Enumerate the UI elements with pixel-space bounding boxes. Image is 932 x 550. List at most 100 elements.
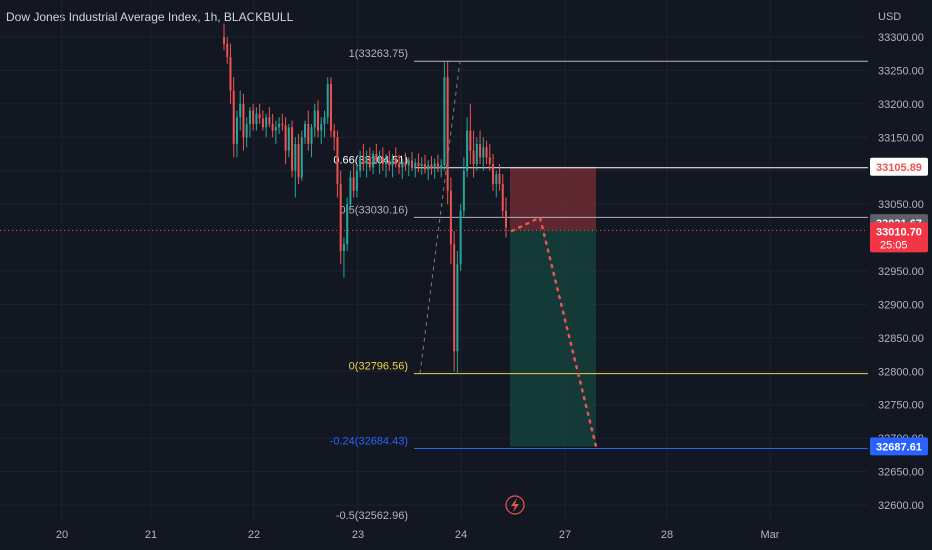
- lightning-bolt: [511, 498, 519, 512]
- fib-label-neg: -0.24(32684.43): [330, 436, 408, 448]
- candle-body: [401, 162, 404, 168]
- candle-body: [436, 163, 439, 169]
- x-tick-label: 22: [248, 529, 260, 541]
- candle-body: [329, 83, 332, 131]
- candle-body: [411, 160, 413, 169]
- candle-body: [456, 264, 459, 352]
- candle-body: [239, 103, 242, 118]
- candle-body: [336, 137, 339, 185]
- candle-body: [485, 147, 488, 158]
- candle-body: [388, 160, 391, 166]
- candle-body: [368, 157, 371, 168]
- x-tick-label: Mar: [761, 529, 780, 541]
- candle-body: [359, 157, 362, 171]
- y-axis: USD33300.0033250.0033200.0033150.0033100…: [878, 11, 924, 512]
- projection-path: [0, 61, 868, 448]
- candle-body: [349, 177, 352, 205]
- candle-body: [385, 160, 388, 165]
- candle-body: [245, 123, 248, 138]
- candle-body: [453, 244, 456, 352]
- y-tick-label: 32800.00: [878, 366, 924, 378]
- candles: [223, 23, 507, 374]
- candle-body: [495, 174, 498, 185]
- candle-body: [469, 130, 472, 151]
- candle-body: [501, 184, 504, 211]
- candle-body: [284, 125, 287, 151]
- candle-body: [391, 158, 394, 166]
- candle-body: [300, 137, 303, 178]
- price-badge-label: 32687.61: [876, 441, 922, 453]
- candle-body: [462, 170, 465, 211]
- candle-body: [492, 164, 495, 185]
- candle-body: [271, 123, 274, 131]
- y-tick-label: 33200.00: [878, 99, 924, 111]
- candle-body: [320, 123, 323, 131]
- candle-body: [274, 127, 277, 131]
- candle-body: [352, 177, 355, 191]
- grid: [0, 0, 868, 522]
- price-badge-red: [870, 222, 928, 253]
- candle-body: [372, 154, 375, 168]
- candle-body: [404, 162, 407, 166]
- candle-body: [252, 110, 255, 124]
- y-tick-label: 33150.00: [878, 132, 924, 144]
- fib-levels: 1(33263.75)0.66(33104.51)0.5(33030.16)0(…: [330, 48, 868, 522]
- candle-body: [317, 110, 319, 131]
- candle-body: [443, 77, 446, 166]
- candle-body: [235, 117, 238, 144]
- candle-body: [248, 110, 251, 124]
- x-axis: 20 21 22 23 24 27 28 Mar: [56, 529, 780, 541]
- candle-body: [268, 117, 271, 124]
- candle-body: [430, 164, 433, 169]
- candle-body: [394, 158, 397, 165]
- position-zones: [510, 166, 596, 447]
- price-badge-white: [870, 157, 928, 176]
- candle-body: [307, 123, 310, 144]
- candle-body: [326, 83, 329, 118]
- candle-body: [505, 210, 507, 228]
- candle-body: [232, 90, 235, 144]
- x-tick-label: 24: [455, 529, 467, 541]
- candle-body: [333, 130, 336, 138]
- candle-body: [433, 163, 436, 169]
- x-tick-label: 28: [661, 529, 673, 541]
- candle-body: [427, 164, 430, 170]
- candle-body: [475, 143, 478, 165]
- candle-body: [339, 184, 342, 251]
- candle-body: [226, 43, 229, 58]
- currency-label: USD: [878, 11, 901, 23]
- fib-label-top: 1(33263.75): [349, 48, 408, 60]
- candle-body: [362, 157, 365, 165]
- candle-body: [498, 174, 501, 185]
- y-tick-label: 33250.00: [878, 65, 924, 77]
- x-tick-label: 23: [352, 529, 364, 541]
- y-tick-label: 32600.00: [878, 500, 924, 512]
- candle-body: [261, 118, 264, 128]
- y-tick-label: 32650.00: [878, 467, 924, 479]
- fib-label-l05: 0.5(33030.16): [340, 204, 409, 216]
- stop-loss-zone: [510, 166, 596, 231]
- projection-dotted: [510, 215, 598, 448]
- candle-body: [407, 160, 410, 166]
- candle-body: [417, 162, 420, 167]
- candle-body: [449, 190, 452, 245]
- candle-body: [310, 127, 313, 144]
- candle-body: [472, 150, 475, 165]
- candle-body: [278, 123, 281, 128]
- y-tick-label: 33050.00: [878, 199, 924, 211]
- candle-body: [291, 127, 294, 171]
- candle-body: [229, 57, 232, 91]
- candle-body: [488, 157, 491, 165]
- candle-body: [304, 123, 307, 138]
- y-tick-label: 32850.00: [878, 333, 924, 345]
- extras: [505, 495, 525, 515]
- candle-body: [365, 157, 368, 165]
- symbol-title: Dow Jones Industrial Average Index, 1h, …: [6, 10, 294, 24]
- y-tick-label: 32950.00: [878, 266, 924, 278]
- x-tick-label: 27: [559, 529, 571, 541]
- x-tick-label: 20: [56, 529, 68, 541]
- take-profit-zone: [510, 230, 596, 447]
- y-tick-label: 33300.00: [878, 32, 924, 44]
